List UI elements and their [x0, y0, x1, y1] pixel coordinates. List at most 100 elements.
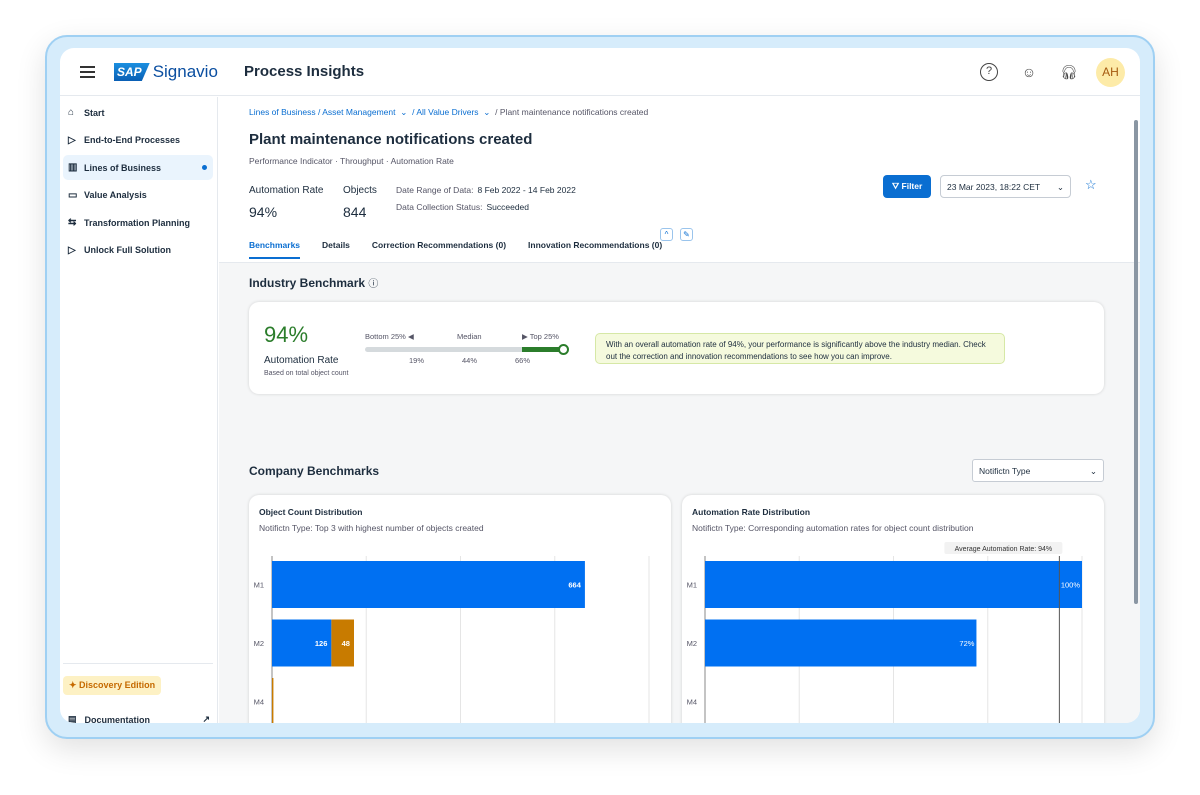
object-count-chart: 0200400600800M1664M212648M4	[254, 556, 650, 723]
benchmark-note: Based on total object count	[264, 370, 349, 377]
breadcrumb: Lines of Business / Asset Management ⌄ /…	[249, 107, 649, 117]
chart-subtitle: Notifictn Type: Corresponding automation…	[692, 523, 974, 533]
selected-dot	[202, 165, 207, 170]
menu-icon[interactable]	[80, 66, 95, 78]
breadcrumb-item[interactable]: Lines of Business	[249, 107, 316, 117]
page-title: Plant maintenance notifications created	[249, 131, 533, 148]
sidebar-item-label: Lines of Business	[84, 162, 162, 173]
support-headset-icon[interactable]: 🎧︎	[1060, 64, 1078, 80]
kpi-value: 94%	[249, 204, 278, 220]
chevron-down-icon: ⌄	[1056, 182, 1064, 192]
external-link-icon: ↗	[202, 714, 210, 723]
collapse-header-button[interactable]: ^	[660, 228, 673, 241]
average-label: Average Automation Rate: 94%	[955, 546, 1053, 553]
benchmark-value: 94%	[264, 322, 309, 347]
sidebar-item-unlock-full-solution[interactable]: ▷ Unlock Full Solution	[63, 238, 213, 263]
bottom-quartile-label: Bottom 25% ◀	[365, 332, 414, 341]
benchmark-marker	[558, 344, 569, 355]
breadcrumb-current: Plant maintenance notifications created	[499, 107, 649, 117]
discovery-edition-badge[interactable]: ✦ Discovery Edition	[63, 676, 162, 695]
date-range: Date Range of Data: 8 Feb 2022 - 14 Feb 2…	[396, 185, 576, 195]
y-tick-label: M1	[254, 581, 264, 590]
sap-logo: SAP	[114, 63, 150, 81]
tick-label: 19%	[409, 356, 425, 365]
value-icon: ▭	[68, 189, 78, 201]
product-name: Signavio	[152, 62, 218, 81]
bar	[331, 619, 354, 667]
tab-correction-recommendations[interactable]: Correction Recommendations (0)	[371, 240, 507, 250]
benchmark-scale	[365, 344, 569, 355]
median-label: Median	[457, 332, 482, 341]
documentation-link[interactable]: ▤ Documentation ↗	[68, 714, 210, 723]
help-icon[interactable]: ?	[980, 63, 998, 81]
collection-status: Data Collection Status: Succeeded	[396, 202, 530, 212]
chart-title: Object Count Distribution	[259, 507, 363, 517]
breadcrumb-item[interactable]: Asset Management	[322, 107, 396, 117]
transform-icon: ⇆	[68, 217, 77, 228]
tab-details[interactable]: Details	[322, 240, 350, 250]
pin-header-button[interactable]: ✎	[680, 228, 693, 241]
sidebar-item-transformation-planning[interactable]: ⇆ Transformation Planning	[63, 210, 213, 235]
object-header: Lines of Business / Asset Management ⌄ /…	[219, 97, 1140, 263]
document-icon: ▤	[68, 714, 77, 723]
tab-benchmarks[interactable]: Benchmarks	[249, 240, 301, 259]
chevron-down-icon[interactable]: ⌄	[480, 107, 493, 117]
top-quartile-fill	[522, 347, 565, 352]
bar	[705, 619, 977, 667]
industry-benchmark-title: Industry Benchmark ⓘ	[249, 276, 379, 290]
sidebar-item-label: Start	[84, 107, 105, 118]
tick-label: 66%	[515, 356, 531, 365]
chart-subtitle: Notifictn Type: Top 3 with highest numbe…	[259, 523, 484, 533]
data-label: 664	[568, 581, 581, 590]
kpi-label: Automation Rate	[249, 185, 324, 196]
app-window: SAP Signavio Process Insights ? ☺ 🎧︎ AH ⌂…	[60, 48, 1140, 723]
company-benchmarks-title: Company Benchmarks	[249, 464, 380, 478]
kpi-value: 844	[343, 204, 367, 220]
notification-type-dropdown[interactable]: Notifictn Type ⌄	[972, 459, 1104, 482]
sidebar-item-value-analysis[interactable]: ▭ Value Analysis	[63, 183, 213, 208]
logo[interactable]: SAP Signavio	[114, 62, 218, 82]
average-label-bg	[944, 542, 1063, 554]
scrollbar[interactable]	[1134, 120, 1138, 604]
bar	[272, 619, 332, 667]
info-icon[interactable]: ⓘ	[368, 279, 379, 290]
y-tick-label: M2	[254, 639, 264, 648]
object-count-chart-card: Object Count Distribution Notifictn Type…	[249, 495, 671, 723]
sidebar-item-label: Transformation Planning	[84, 217, 191, 228]
data-label: 126	[315, 639, 328, 648]
sidebar-item-label: End-to-End Processes	[84, 135, 181, 145]
benchmark-message: With an overall automation rate of 94%, …	[595, 333, 1005, 364]
y-tick-label: M4	[687, 698, 697, 707]
main-content: Lines of Business / Asset Management ⌄ /…	[219, 97, 1140, 723]
feedback-icon[interactable]: ☺	[1021, 64, 1037, 80]
sidebar-item-end-to-end-processes[interactable]: ▷ End-to-End Processes	[63, 128, 213, 153]
avatar[interactable]: AH	[1096, 58, 1125, 87]
building-icon: ▥	[68, 162, 78, 173]
chevron-down-icon: ⌄	[1089, 466, 1097, 476]
shell-header: SAP Signavio Process Insights ? ☺ 🎧︎ AH	[60, 48, 1140, 96]
chart-title: Automation Rate Distribution	[692, 507, 811, 517]
tick-label: 44%	[462, 356, 478, 365]
sidebar-item-label: Value Analysis	[84, 190, 147, 200]
sidebar-item-lines-of-business[interactable]: ▥ Lines of Business	[63, 155, 213, 180]
process-icon: ▷	[68, 134, 76, 146]
data-label: 72%	[959, 639, 974, 648]
sidebar: ⌂ Start ▷ End-to-End Processes ▥ Lines of Bus…	[60, 97, 218, 723]
breadcrumb-item[interactable]: All Value Drivers	[416, 107, 479, 117]
app-title: Process Insights	[244, 63, 365, 80]
tab-innovation-recommendations[interactable]: Innovation Recommendations (0)	[528, 240, 663, 250]
data-label: 100%	[1061, 581, 1081, 590]
bar	[272, 561, 585, 608]
chevron-down-icon[interactable]: ⌄	[397, 107, 410, 117]
benchmark-label: Automation Rate	[264, 355, 339, 366]
top-quartile-label: ▶ Top 25%	[522, 332, 559, 341]
automation-rate-chart-card: Automation Rate Distribution Notifictn T…	[682, 495, 1104, 723]
favorite-star-icon[interactable]: ☆	[1085, 177, 1097, 192]
y-tick-label: M1	[687, 581, 697, 590]
filter-button[interactable]: ⛛ Filter	[883, 175, 932, 198]
y-tick-label: M4	[254, 698, 264, 707]
date-select[interactable]: 23 Mar 2023, 18:22 CET ⌄	[940, 175, 1071, 198]
bar	[272, 678, 274, 723]
sidebar-item-start[interactable]: ⌂ Start	[63, 100, 213, 125]
